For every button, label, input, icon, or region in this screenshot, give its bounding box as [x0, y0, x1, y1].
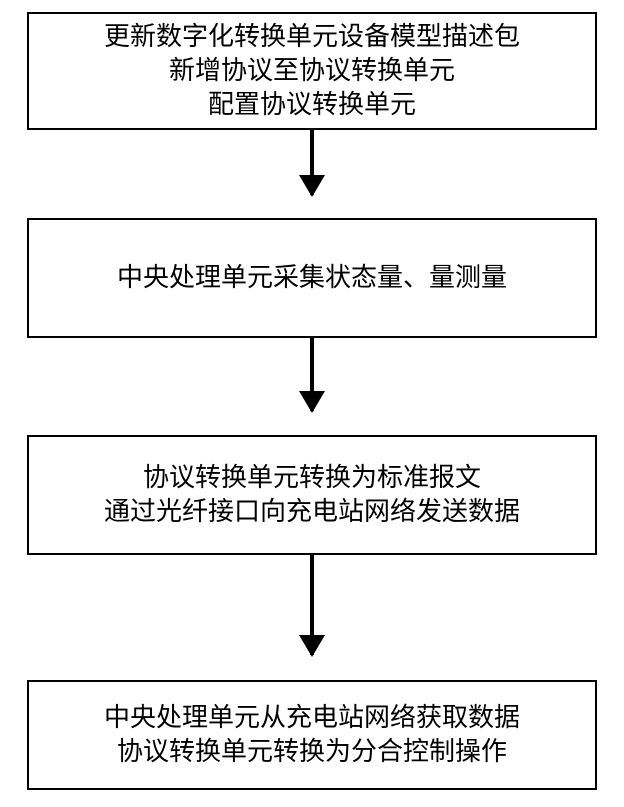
- flow-box-3: 协议转换单元转换为标准报文 通过光纤接口向充电站网络发送数据: [27, 435, 597, 555]
- box2-line1: 中央处理单元采集状态量、量测量: [117, 261, 507, 295]
- flow-box-1: 更新数字化转换单元设备模型描述包 新增协议至协议转换单元 配置协议转换单元: [27, 12, 597, 130]
- arrow-1: [310, 130, 314, 195]
- flow-box-4: 中央处理单元从充电站网络获取数据 协议转换单元转换为分合控制操作: [27, 680, 597, 790]
- box4-line1: 中央处理单元从充电站网络获取数据: [104, 701, 520, 735]
- flowchart-container: 更新数字化转换单元设备模型描述包 新增协议至协议转换单元 配置协议转换单元 中央…: [0, 0, 624, 807]
- flow-box-2: 中央处理单元采集状态量、量测量: [27, 218, 597, 338]
- box1-line2: 新增协议至协议转换单元: [169, 54, 455, 88]
- arrow-2: [310, 338, 314, 411]
- arrow-3: [310, 555, 314, 655]
- box3-line1: 协议转换单元转换为标准报文: [143, 461, 481, 495]
- box1-line1: 更新数字化转换单元设备模型描述包: [104, 20, 520, 54]
- box4-line2: 协议转换单元转换为分合控制操作: [117, 735, 507, 769]
- box1-line3: 配置协议转换单元: [208, 88, 416, 122]
- box3-line2: 通过光纤接口向充电站网络发送数据: [104, 495, 520, 529]
